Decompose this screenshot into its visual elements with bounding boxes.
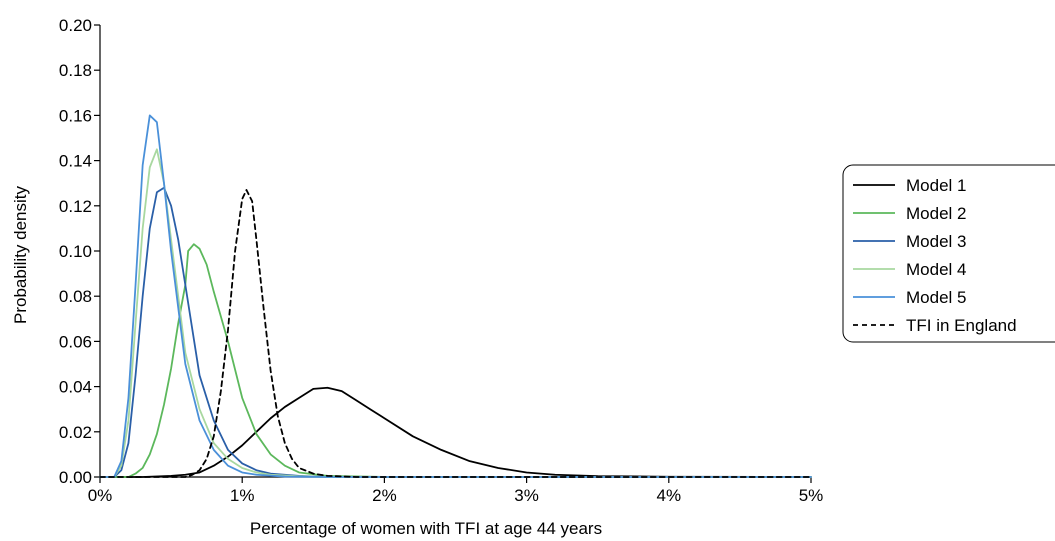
y-tick-label: 0.08	[59, 287, 92, 306]
series-lines	[99, 114, 812, 478]
legend-box	[842, 164, 1055, 343]
x-tick-label: 1%	[230, 486, 255, 505]
y-axis: 0.00 0.02 0.04 0.06 0.08 0.10 0.12 0.14 0.16 0.18…	[59, 16, 101, 487]
y-tick-label: 0.00	[59, 468, 92, 487]
x-tick-label: 0%	[88, 486, 113, 505]
y-tick-label: 0.04	[59, 378, 92, 397]
y-tick-label: 0.06	[59, 332, 92, 351]
legend-label-model-1: Model 1	[906, 176, 966, 195]
x-tick-label: 2%	[372, 486, 397, 505]
y-tick-label: 0.20	[59, 16, 92, 35]
series-line-model-4	[99, 148, 812, 478]
legend: Model 1 Model 2 Model 3 Model 4 Model 5 TFI i…	[842, 164, 1055, 343]
series-line-model-5	[99, 114, 812, 478]
series-line-tfi-in-england	[99, 189, 812, 478]
y-tick-label: 0.14	[59, 152, 92, 171]
y-tick-label: 0.18	[59, 61, 92, 80]
legend-label-model-2: Model 2	[906, 204, 966, 223]
legend-label-model-3: Model 3	[906, 232, 966, 251]
x-tick-label: 3%	[514, 486, 539, 505]
x-axis-title: Percentage of women with TFI at age 44 y…	[250, 519, 602, 538]
legend-label-model-5: Model 5	[906, 288, 966, 307]
legend-label-model-4: Model 4	[906, 260, 966, 279]
legend-label-tfi-in-england: TFI in England	[906, 316, 1017, 335]
y-tick-label: 0.12	[59, 197, 92, 216]
y-tick-label: 0.02	[59, 423, 92, 442]
y-tick-label: 0.16	[59, 106, 92, 125]
y-axis-title: Probability density	[11, 186, 30, 324]
x-axis: 0% 1% 2% 3% 4% 5%	[88, 476, 824, 505]
y-tick-label: 0.10	[59, 242, 92, 261]
x-tick-label: 4%	[657, 486, 682, 505]
series-line-model-3	[99, 186, 812, 478]
series-line-model-2	[99, 243, 812, 478]
x-tick-label: 5%	[799, 486, 824, 505]
series-line-model-1	[99, 386, 812, 478]
